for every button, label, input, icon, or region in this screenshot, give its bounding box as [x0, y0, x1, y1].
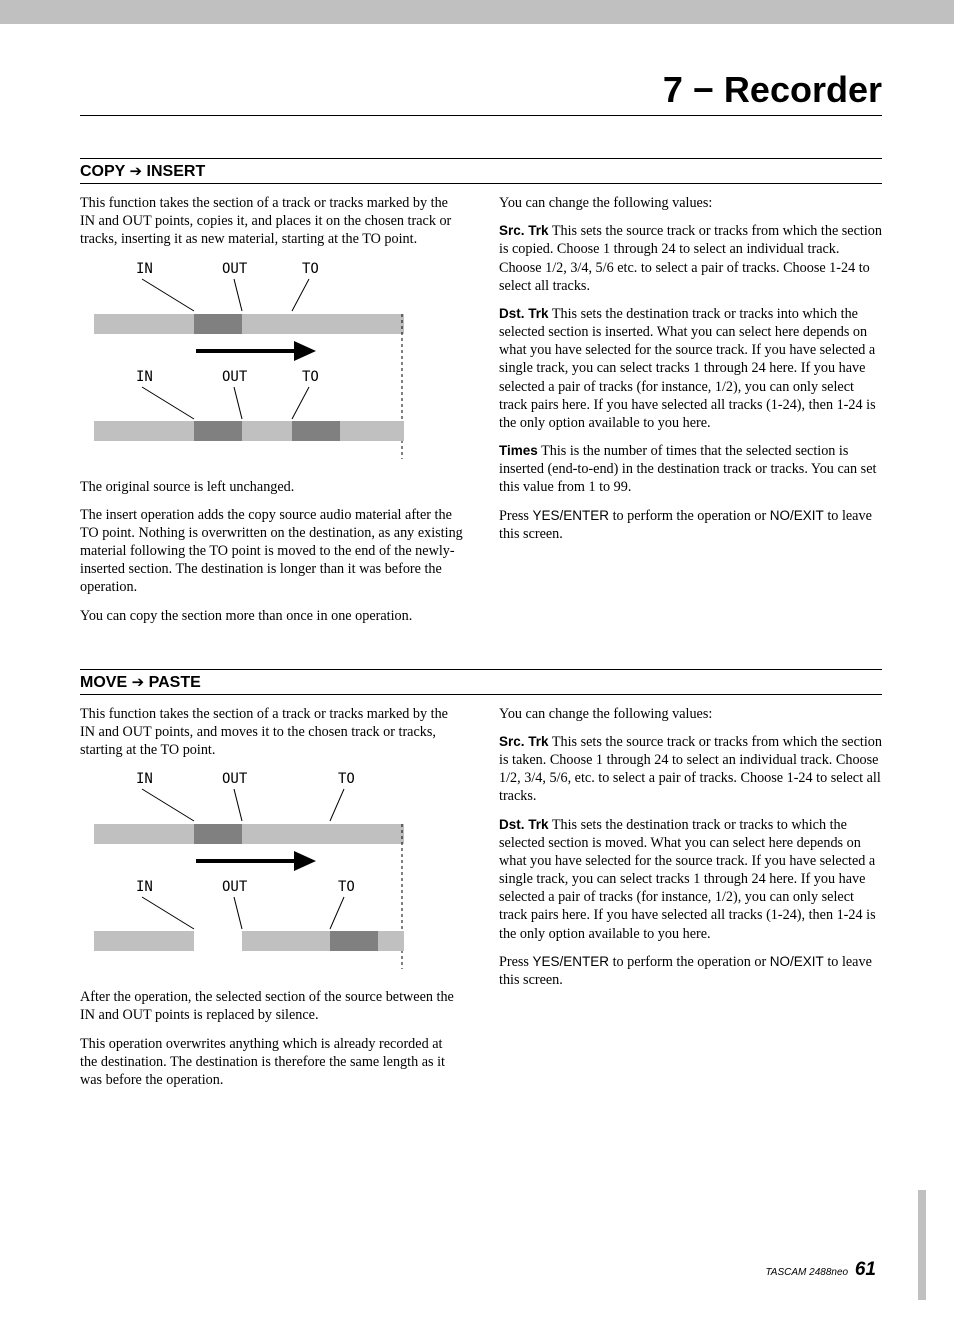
copy-insert-left-column: This function takes the section of a tra…: [80, 194, 463, 635]
dst-trk-body: This sets the destination track or track…: [499, 306, 876, 431]
label-to: TO: [302, 261, 319, 277]
key-yes-enter: YES/ENTER: [533, 508, 610, 523]
src-trk-body: This sets the source track or tracks fro…: [499, 223, 882, 294]
press-a: Press: [499, 508, 533, 524]
label-out: OUT: [222, 771, 248, 787]
section-move-paste-heading: MOVE ➔ PASTE: [80, 669, 882, 695]
copy-insert-dst: Dst. Trk This sets the destination track…: [499, 305, 882, 432]
dst-trk-label: Dst. Trk: [499, 817, 549, 832]
move-paste-intro: This function takes the section of a tra…: [80, 705, 463, 760]
times-label: Times: [499, 443, 538, 458]
footer-label: TASCAM 2488neo: [765, 1267, 848, 1278]
label-to: TO: [338, 771, 355, 787]
copy-insert-diagram: IN OUT TO IN OUT: [94, 259, 463, 464]
copy-insert-p3: The insert operation adds the copy sourc…: [80, 506, 463, 597]
move-paste-diagram: IN OUT TO IN OUT TO: [94, 769, 463, 974]
move-paste-right-column: You can change the following values: Src…: [499, 705, 882, 1099]
move-paste-src: Src. Trk This sets the source track or t…: [499, 733, 882, 806]
copy-insert-values-intro: You can change the following values:: [499, 194, 882, 212]
move-paste-left-column: This function takes the section of a tra…: [80, 705, 463, 1099]
copy-insert-press: Press YES/ENTER to perform the operation…: [499, 507, 882, 543]
top-margin-bar: [0, 0, 954, 24]
move-paste-svg: IN OUT TO IN OUT TO: [94, 769, 404, 969]
copy-insert-times: Times This is the number of times that t…: [499, 442, 882, 497]
heading-word-copy: COPY: [80, 163, 125, 180]
section-copy-insert-heading: COPY ➔ INSERT: [80, 158, 882, 184]
dst-trk-body: This sets the destination track or track…: [499, 817, 876, 942]
page-content: 7 − Recorder COPY ➔ INSERT This function…: [0, 24, 954, 1321]
section-move-paste-body: This function takes the section of a tra…: [80, 705, 882, 1099]
times-body: This is the number of times that the sel…: [499, 443, 876, 495]
copy-insert-src: Src. Trk This sets the source track or t…: [499, 222, 882, 295]
copy-insert-svg: IN OUT TO IN OUT: [94, 259, 404, 459]
move-paste-press: Press YES/ENTER to perform the operation…: [499, 953, 882, 989]
move-paste-values-intro: You can change the following values:: [499, 705, 882, 723]
arrow-icon: ➔: [130, 163, 143, 180]
label-in: IN: [136, 261, 153, 277]
src-trk-label: Src. Trk: [499, 223, 549, 238]
heading-word-move: MOVE: [80, 674, 127, 691]
src-trk-body: This sets the source track or tracks fro…: [499, 734, 882, 805]
move-paste-p3: This operation overwrites anything which…: [80, 1035, 463, 1090]
page-footer: TASCAM 2488neo 61: [80, 1259, 882, 1281]
label-out: OUT: [222, 261, 248, 277]
copy-insert-p2: The original source is left unchanged.: [80, 478, 463, 496]
copy-insert-right-column: You can change the following values: Src…: [499, 194, 882, 635]
right-tab-bar: [918, 1190, 926, 1300]
chapter-title: 7 − Recorder: [80, 69, 882, 116]
label-in: IN: [136, 771, 153, 787]
arrow-icon: ➔: [132, 674, 145, 691]
press-b: to perform the operation or: [609, 508, 770, 524]
heading-word-paste: PASTE: [149, 674, 201, 691]
key-no-exit: NO/EXIT: [770, 508, 824, 523]
key-yes-enter: YES/ENTER: [533, 954, 610, 969]
heading-word-insert: INSERT: [147, 163, 206, 180]
move-paste-dst: Dst. Trk This sets the destination track…: [499, 816, 882, 943]
copy-insert-intro: This function takes the section of a tra…: [80, 194, 463, 249]
press-a: Press: [499, 954, 533, 970]
label-to-b: TO: [338, 879, 355, 895]
section-copy-insert-body: This function takes the section of a tra…: [80, 194, 882, 635]
dst-trk-label: Dst. Trk: [499, 306, 549, 321]
src-trk-label: Src. Trk: [499, 734, 549, 749]
label-out-b: OUT: [222, 369, 248, 385]
copy-insert-p4: You can copy the section more than once …: [80, 607, 463, 625]
page-number: 61: [855, 1259, 876, 1280]
label-out-b: OUT: [222, 879, 248, 895]
label-to-b: TO: [302, 369, 319, 385]
label-in-b: IN: [136, 369, 153, 385]
label-in-b: IN: [136, 879, 153, 895]
press-b: to perform the operation or: [609, 954, 770, 970]
key-no-exit: NO/EXIT: [770, 954, 824, 969]
move-paste-p2: After the operation, the selected sectio…: [80, 988, 463, 1024]
